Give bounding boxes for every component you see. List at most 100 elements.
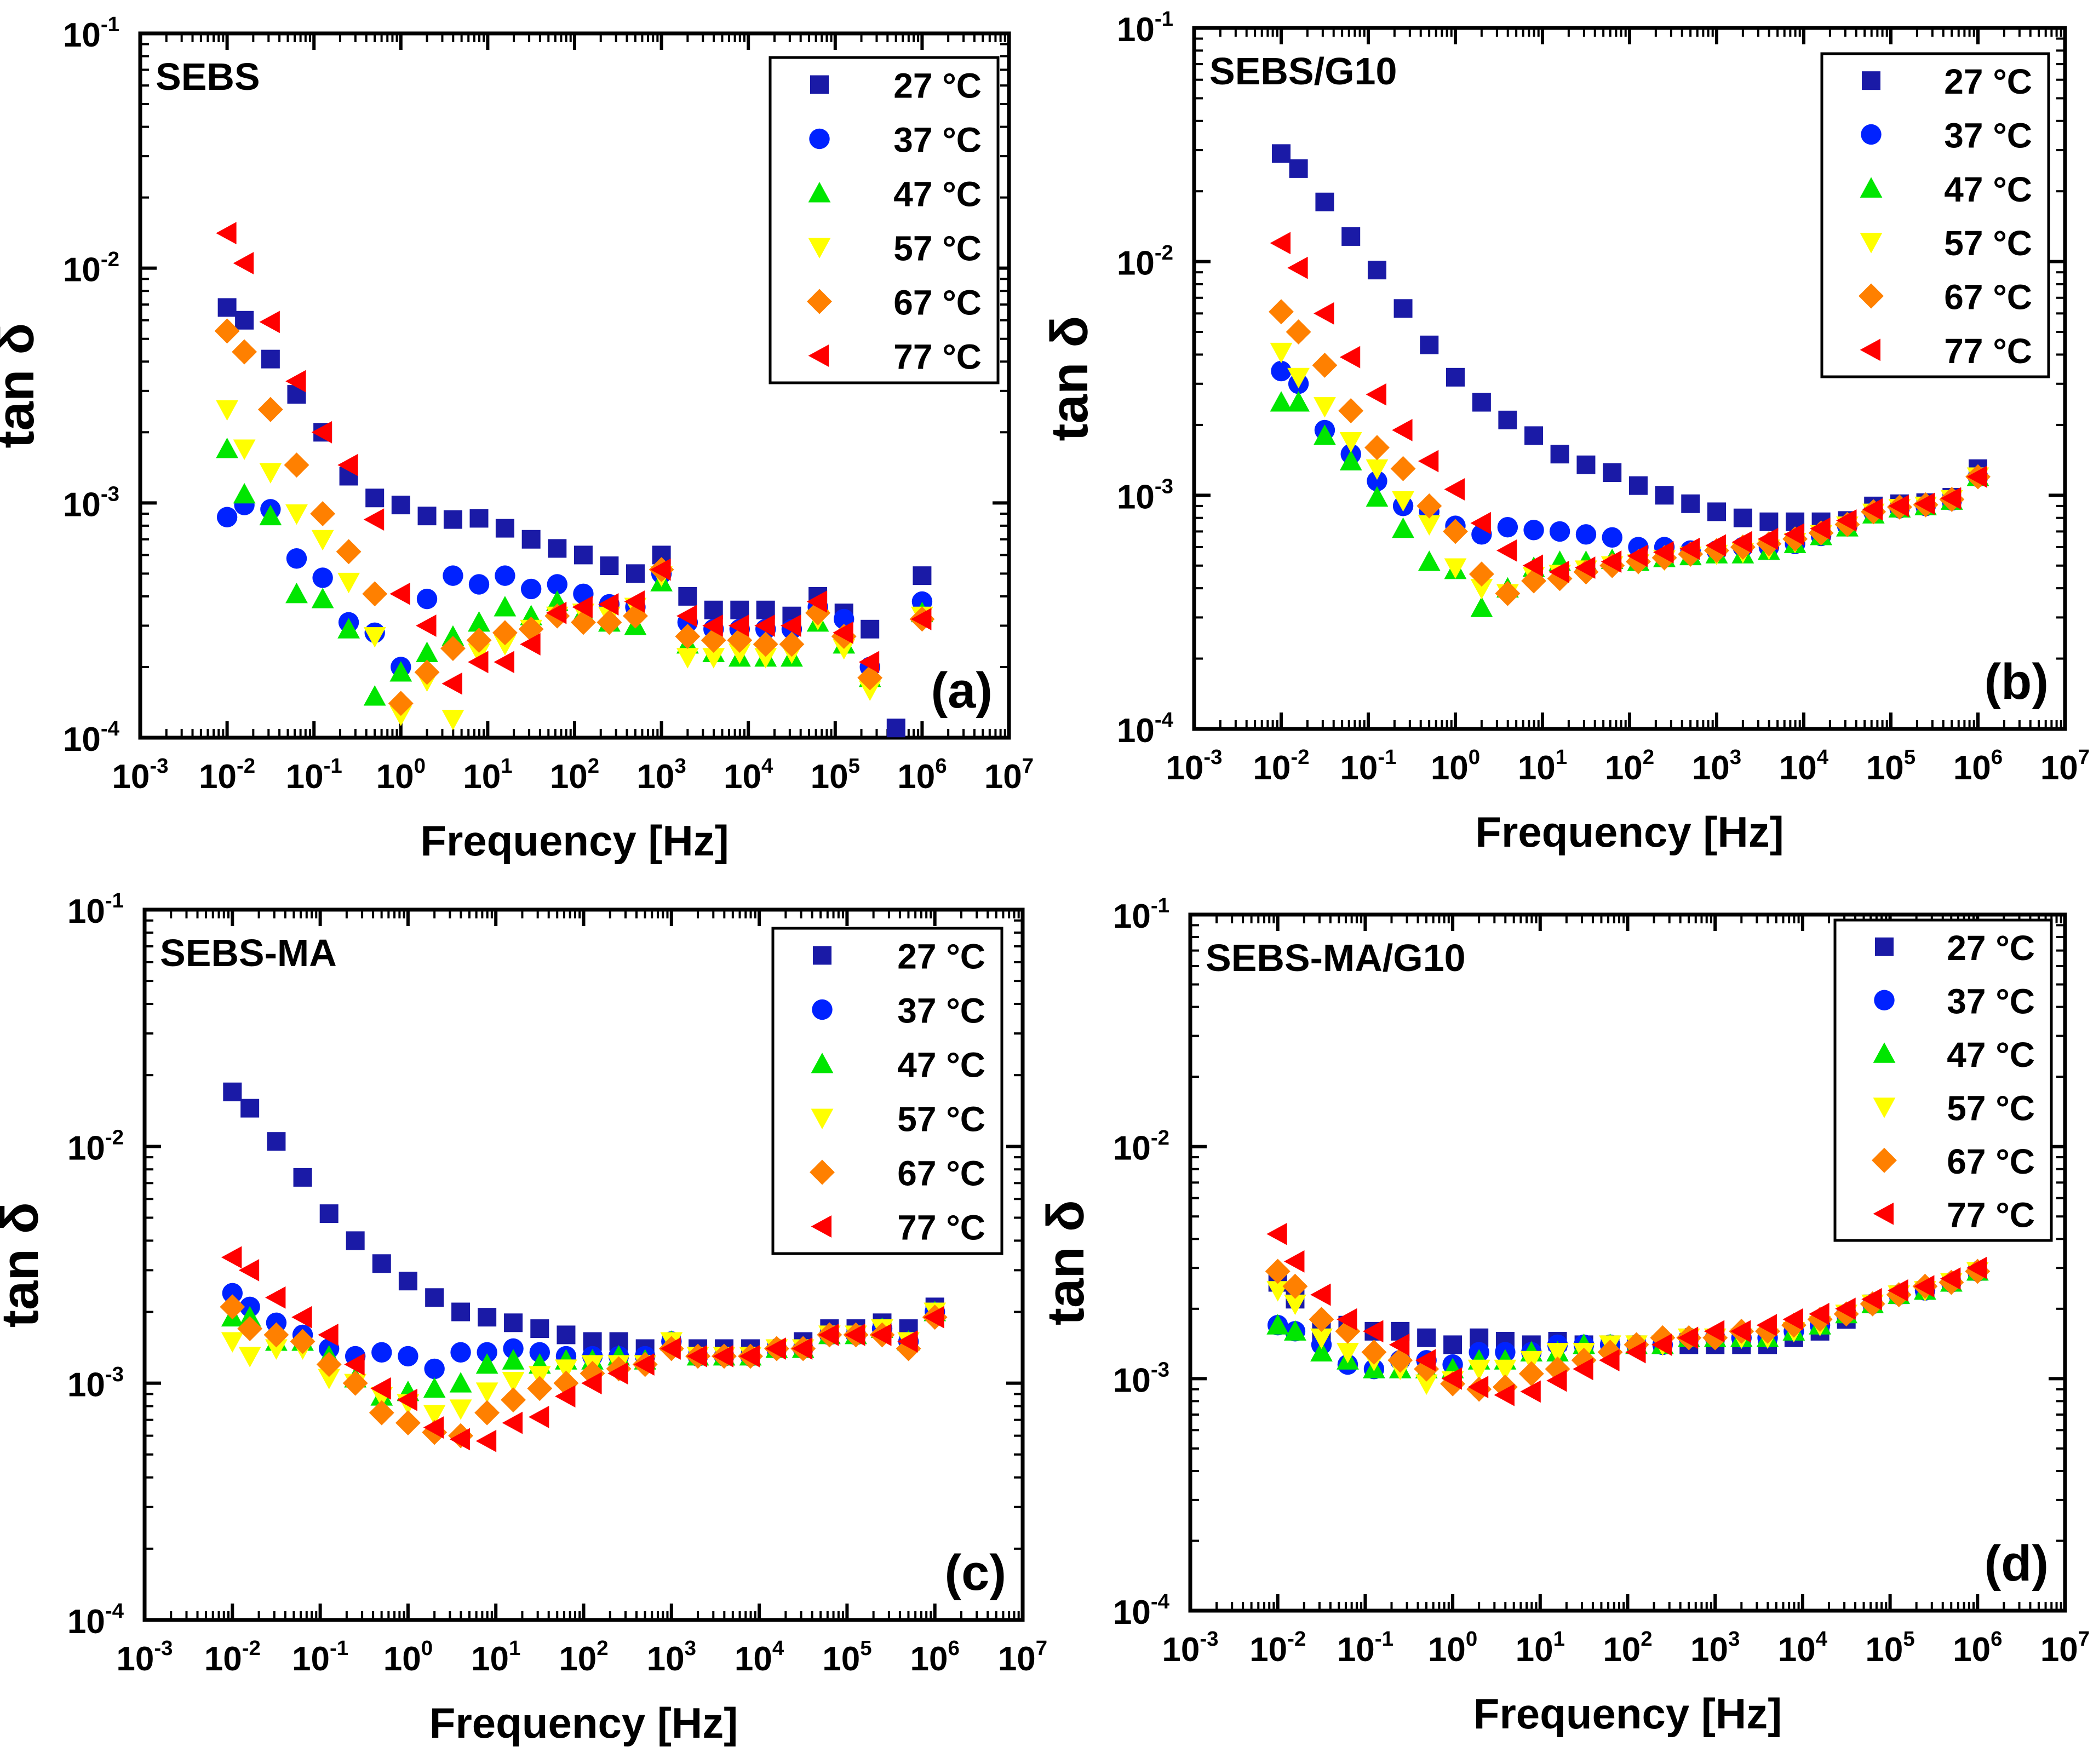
data-point [1289,159,1308,178]
x-tick-label: 100 [383,1636,433,1678]
x-tick-label: 107 [998,1636,1047,1678]
data-point [220,1294,245,1320]
data-point [311,530,334,551]
legend-marker [811,1108,834,1129]
data-point [1704,1320,1725,1343]
x-tick-label: 104 [735,1636,784,1678]
data-point [521,530,541,549]
data-point [1310,1341,1333,1362]
data-point [858,680,881,701]
data-point [728,614,749,637]
data-point [660,1337,681,1360]
data-point [713,1345,733,1367]
data-point [1523,520,1544,541]
data-point [1339,432,1362,453]
data-point [1731,531,1752,554]
legend-label: 77 °C [893,337,982,377]
data-point [1549,560,1569,583]
data-point [1287,391,1310,412]
data-point [833,621,853,644]
data-point [676,648,699,669]
legend-label: 27 °C [1944,62,2032,101]
data-point [833,639,856,660]
legend-marker [807,289,832,314]
x-tick-label: 101 [1516,1627,1565,1669]
data-point [1730,1320,1751,1343]
data-point [1472,393,1491,412]
legend-marker [810,75,829,94]
data-point [1494,1383,1515,1406]
data-point [650,558,671,581]
data-point [1627,544,1648,567]
legend-label: 77 °C [897,1208,985,1248]
data-point [363,685,386,706]
data-point [214,318,240,344]
x-tick-label: 10-2 [204,1636,261,1678]
data-point [530,1319,549,1338]
data-point [1287,367,1310,389]
legend: 27 °C 37 °C 47 °C 57 °C 67 °C 77 °C [1833,918,2053,1242]
data-point [1393,299,1413,318]
data-point [546,601,567,624]
data-point [1496,539,1517,562]
x-tick-label: 10-2 [1253,745,1309,787]
data-point [365,489,385,508]
data-point [1575,524,1597,545]
data-point [1363,1320,1384,1343]
panel-label: (c) [945,1545,1006,1601]
x-tick-label: 106 [1953,1627,2002,1669]
data-point [1966,1256,1987,1279]
data-point [468,574,490,595]
legend-marker [1875,937,1894,956]
data-point [886,719,905,738]
data-point [1549,521,1570,542]
x-tick-label: 10-3 [116,1636,173,1678]
data-point [1655,486,1674,505]
y-tick-label: 10-4 [67,1599,124,1641]
series-6 [216,222,932,695]
legend-label: 27 °C [897,937,985,976]
data-point [259,463,282,484]
data-point [1470,579,1493,600]
data-point [1444,558,1467,579]
data-point [1314,424,1336,445]
data-point [216,438,238,458]
data-point [1314,302,1334,325]
y-axis-title: tan δ [0,323,45,449]
data-point [318,1324,339,1346]
data-point [216,400,238,421]
x-tick-label: 10-1 [1337,1627,1393,1669]
panel-label: (b) [1985,654,2049,710]
data-point [1783,523,1805,546]
data-point [311,421,332,444]
panel-label: (a) [931,663,993,719]
data-point [1416,493,1442,519]
data-point [1497,516,1518,538]
legend-marker [813,946,831,965]
data-point [626,564,645,583]
x-tick-label: 10-1 [292,1636,348,1678]
data-point [1312,353,1338,378]
legend-label: 67 °C [897,1154,985,1193]
x-tick-label: 10-3 [1162,1627,1218,1669]
data-point [1914,492,1935,515]
data-point [1269,299,1294,325]
data-point [398,1272,417,1291]
data-point [730,600,749,619]
data-point [1392,491,1414,512]
data-point [728,643,751,664]
data-point [1861,1288,1882,1311]
data-point [1415,1349,1436,1372]
data-point [1573,1358,1593,1381]
data-point [597,610,622,635]
y-tick-label: 10-4 [63,717,120,759]
series-6 [1270,232,1987,583]
data-point [1443,519,1468,544]
data-point [1470,512,1491,535]
y-tick-label: 10-3 [67,1363,124,1404]
x-tick-label: 105 [1866,745,1916,787]
data-point [555,1385,576,1408]
data-point [391,496,410,515]
chart-panel-3: 10-3 10-2 10-1 100 101 102 103 104 105 106 107 10-4… [0,889,1047,1747]
data-point [388,691,414,716]
